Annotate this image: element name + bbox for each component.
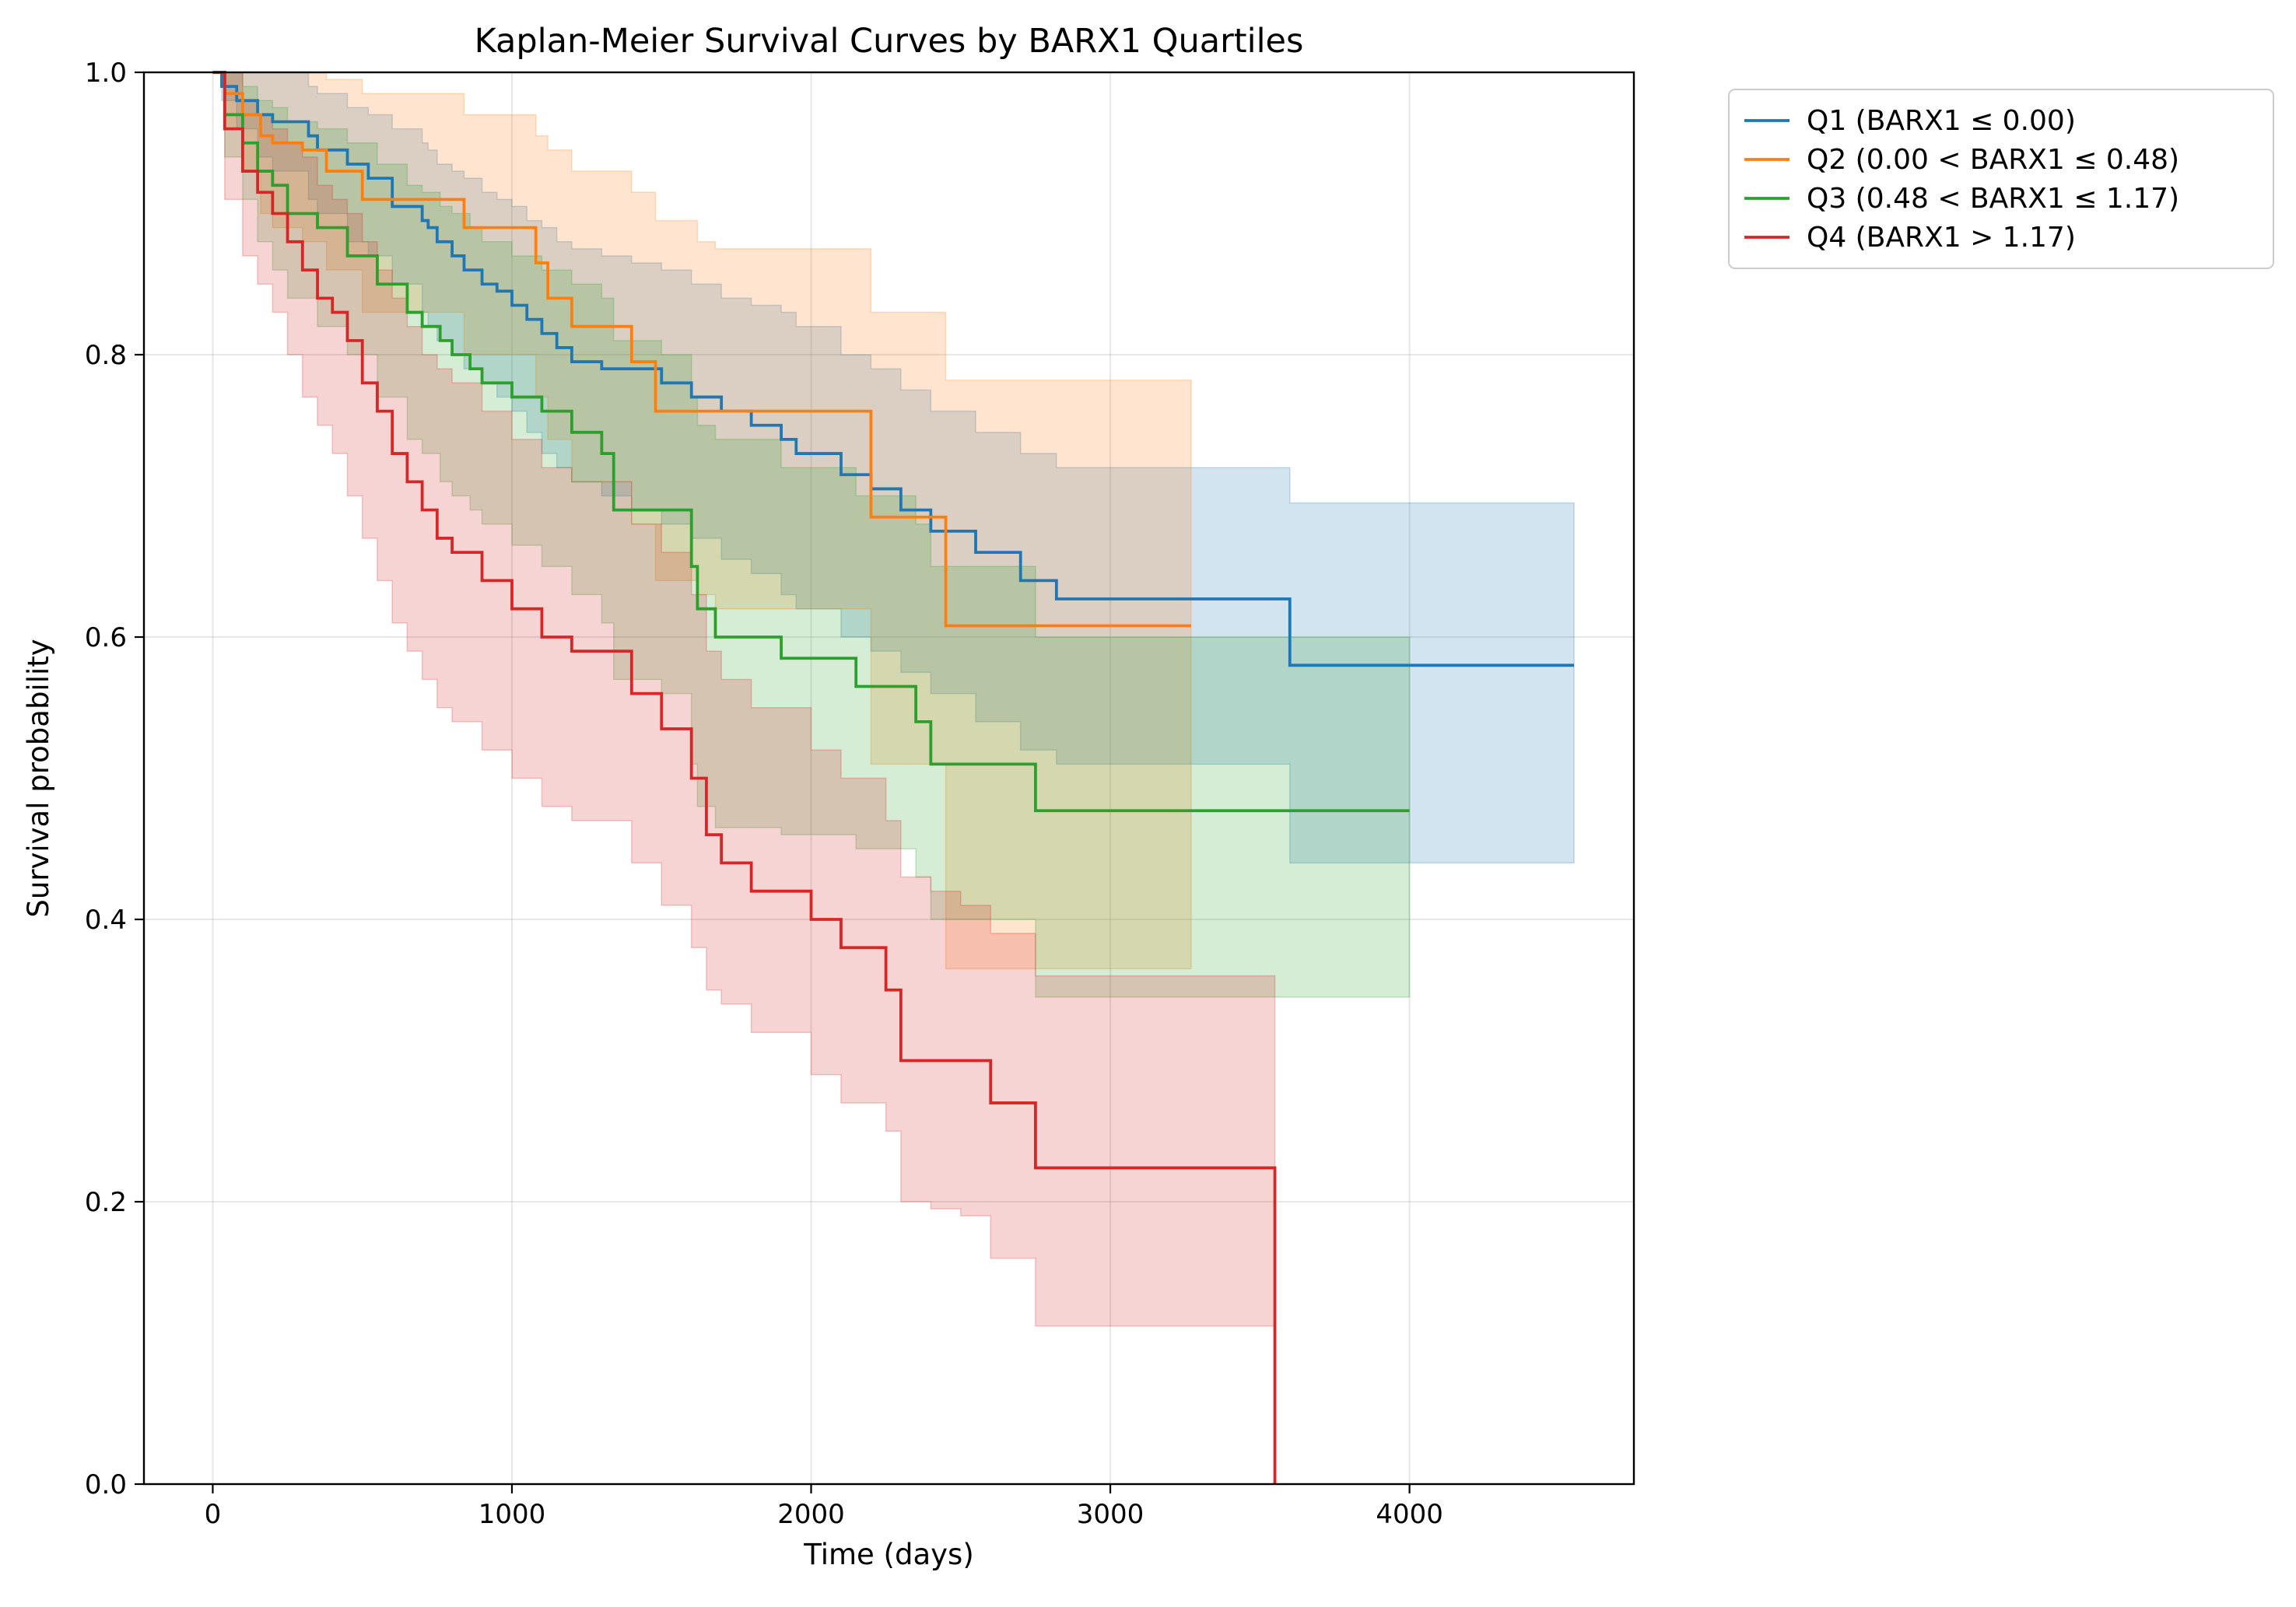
y-tick-label: 0.0 <box>85 1469 127 1500</box>
y-tick-label: 0.8 <box>85 340 127 371</box>
survival-line-q2 <box>212 71 1191 628</box>
survival-lines <box>212 71 1575 1484</box>
chart-title: Kaplan-Meier Survival Curves by BARX1 Qu… <box>475 22 1304 61</box>
confidence-bands <box>212 72 1575 1327</box>
y-tick-label: 0.4 <box>85 905 127 936</box>
legend-label: Q3 (0.48 < BARX1 ≤ 1.17) <box>1807 183 2179 215</box>
legend-label: Q1 (BARX1 ≤ 0.00) <box>1807 105 2076 137</box>
y-axis-label: Survival probability <box>22 639 55 917</box>
x-tick-label: 2000 <box>777 1499 845 1530</box>
y-tick-label: 0.2 <box>85 1187 127 1218</box>
x-tick-label: 1000 <box>478 1499 546 1530</box>
legend-label: Q4 (BARX1 > 1.17) <box>1807 222 2076 254</box>
x-tick-label: 0 <box>205 1499 222 1530</box>
survival-line-q4 <box>212 71 1277 1484</box>
y-tick-label: 1.0 <box>85 58 127 89</box>
survival-line-q3 <box>212 71 1410 813</box>
legend-box <box>1728 89 2274 269</box>
y-tick-label: 0.6 <box>85 622 127 653</box>
legend-label: Q2 (0.00 < BARX1 ≤ 0.48) <box>1807 144 2179 176</box>
y-axis-ticks: 0.0 0.2 0.4 0.6 0.8 1.0 <box>85 58 144 1500</box>
x-tick-label: 3000 <box>1077 1499 1144 1530</box>
x-axis-ticks: 0 1000 2000 3000 4000 <box>205 1484 1443 1530</box>
x-tick-label: 4000 <box>1376 1499 1443 1530</box>
x-axis-label: Time (days) <box>803 1538 974 1571</box>
legend: Q1 (BARX1 ≤ 0.00) Q2 (0.00 < BARX1 ≤ 0.48… <box>1728 89 2274 269</box>
plot-frame <box>142 71 1635 1486</box>
